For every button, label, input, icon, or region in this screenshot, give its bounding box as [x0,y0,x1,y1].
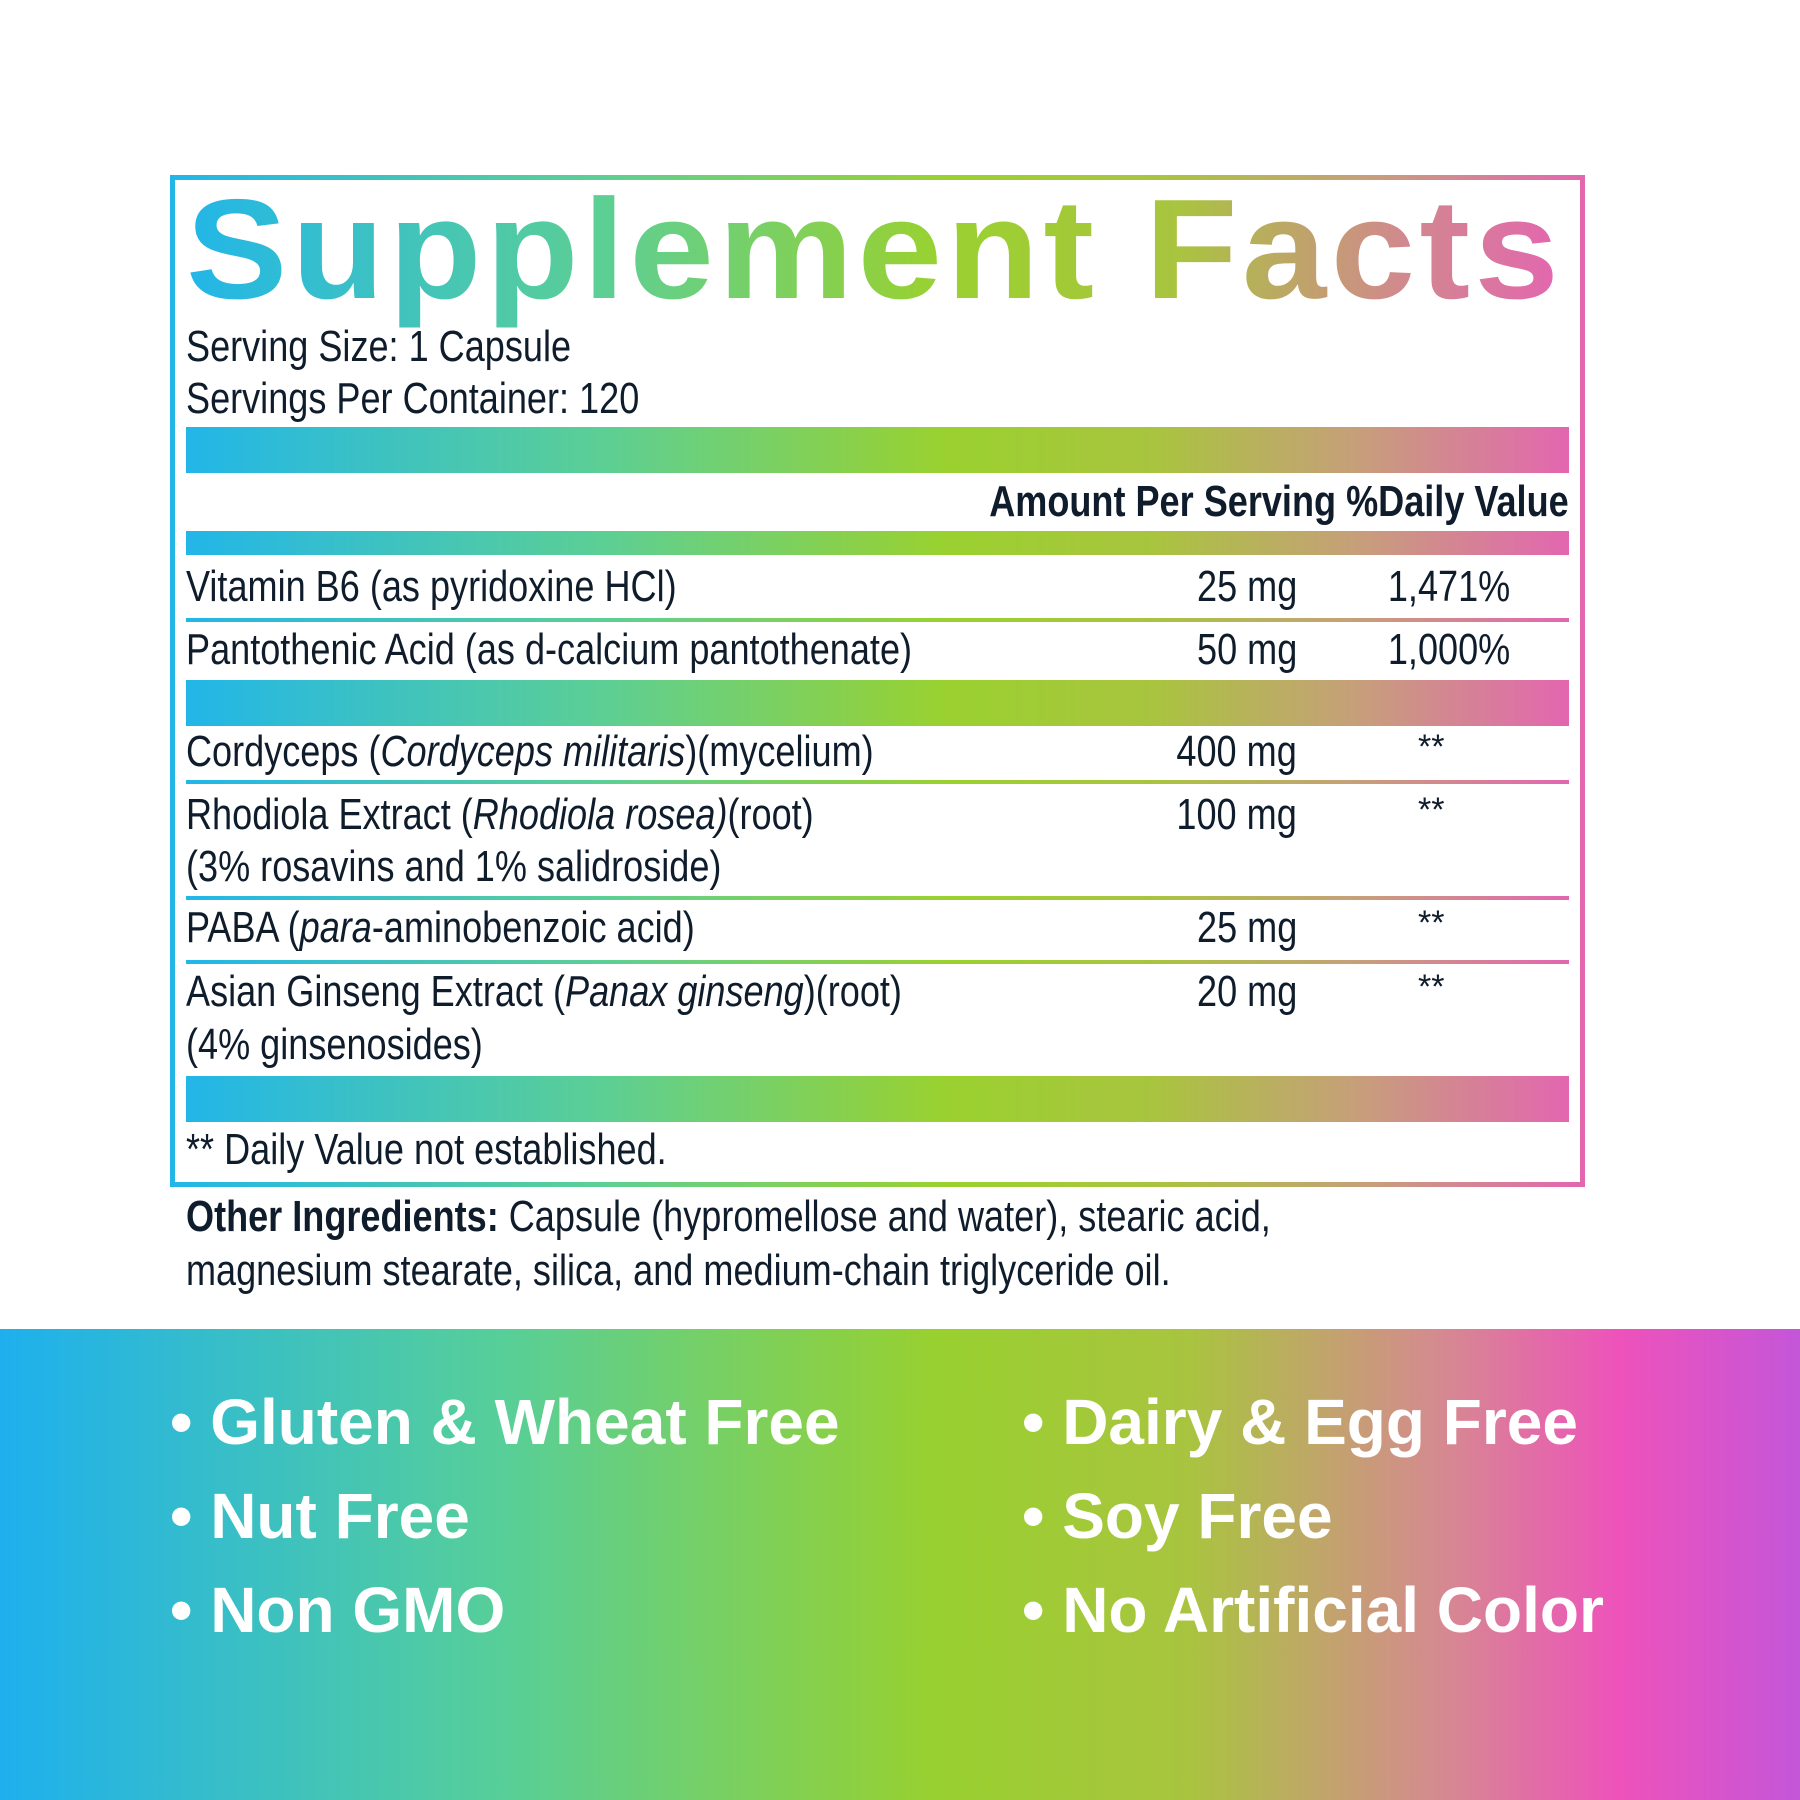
footnote: ** Daily Value not established. [186,1125,667,1174]
ingredient-name: Vitamin B6 (as pyridoxine HCl) [186,562,677,611]
panel-title: Supplement Facts [186,168,1563,332]
ingredient-amount: 20 mg [1196,967,1297,1016]
claim-dairy-egg-free: • Dairy & Egg Free [1022,1386,1578,1458]
ingredient-amount: 100 mg [1176,790,1297,839]
other-ingredients-line2: magnesium stearate, silica, and medium-c… [186,1246,1171,1295]
claim-no-artificial-color: • No Artificial Color [1022,1574,1604,1646]
ingredient-name: Rhodiola Extract (Rhodiola rosea)(root) [186,790,814,839]
ingredient-dv: 1,000% [1387,625,1510,674]
amount-header: Amount Per Serving [989,477,1337,526]
claims-banner: • Gluten & Wheat Free • Nut Free • Non G… [0,1329,1800,1800]
claim-nut-free: • Nut Free [170,1480,470,1552]
row-divider [186,780,1569,784]
row-divider [186,960,1569,964]
claim-gluten-free: • Gluten & Wheat Free [170,1386,840,1458]
claim-soy-free: • Soy Free [1022,1480,1333,1552]
row-divider [186,618,1569,622]
dv-header: %Daily Value [1346,477,1569,526]
ingredient-name: PABA (para-aminobenzoic acid) [186,903,695,952]
ingredient-dv: ** [1418,904,1445,942]
ingredient-name: Pantothenic Acid (as d-calcium pantothen… [186,625,913,674]
thick-divider [186,427,1569,473]
ingredient-detail: (3% rosavins and 1% salidroside) [186,842,722,891]
ingredient-dv: ** [1418,791,1445,829]
ingredient-dv: 1,471% [1387,562,1510,611]
claim-non-gmo: • Non GMO [170,1574,506,1646]
ingredient-amount: 50 mg [1196,625,1297,674]
ingredient-name: Cordyceps (Cordyceps militaris)(mycelium… [186,727,874,776]
ingredient-amount: 25 mg [1196,903,1297,952]
serving-size: Serving Size: 1 Capsule [186,322,572,371]
ingredient-amount: 400 mg [1176,727,1297,776]
ingredient-detail: (4% ginsenosides) [186,1020,483,1069]
thick-divider [186,1076,1569,1122]
medium-divider [186,531,1569,555]
column-headers: Amount Per Serving %Daily Value [862,477,1569,527]
row-divider [186,896,1569,900]
ingredient-amount: 25 mg [1196,562,1297,611]
servings-per-container: Servings Per Container: 120 [186,374,640,423]
ingredient-dv: ** [1418,728,1445,766]
other-ingredients: Other Ingredients: Capsule (hypromellose… [186,1192,1271,1241]
ingredient-dv: ** [1418,968,1445,1006]
thick-divider [186,680,1569,726]
ingredient-name: Asian Ginseng Extract (Panax ginseng)(ro… [186,967,902,1016]
other-ingredients-label: Other Ingredients: [186,1192,499,1241]
